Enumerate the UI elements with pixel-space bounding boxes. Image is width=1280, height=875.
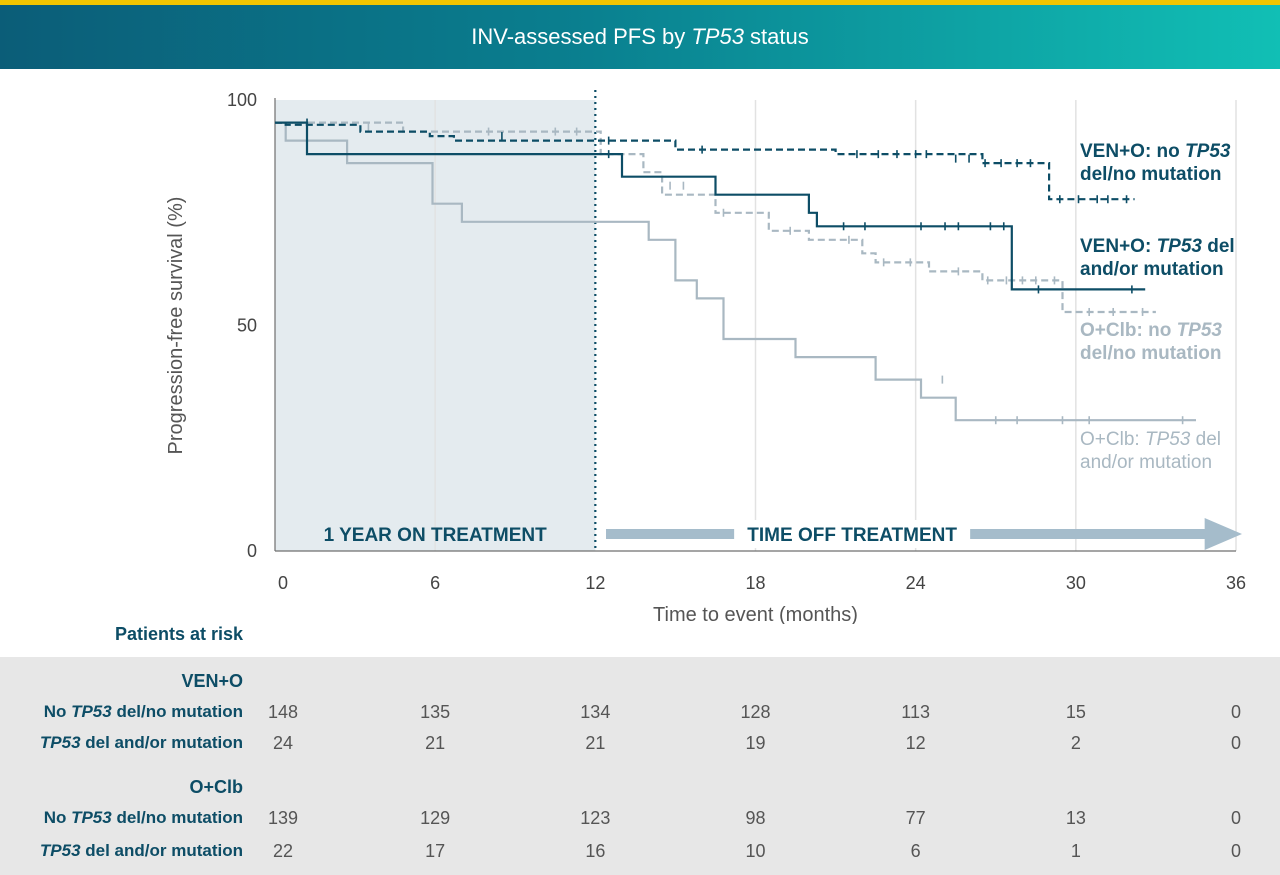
off-treatment-arrow: [606, 518, 1242, 550]
risk-count: 21: [585, 733, 606, 753]
x-tick-24: 24: [906, 573, 926, 593]
on-treatment-label: 1 YEAR ON TREATMENT: [324, 525, 547, 546]
x-tick-6: 6: [430, 573, 440, 593]
risk-count: 1: [1070, 841, 1081, 861]
x-tick-labels: 0 6 12 18 24 30 36: [278, 573, 1246, 593]
risk-count: 19: [745, 733, 766, 753]
risk-table: VEN+O No TP53 del/no mutation 148 135 134 128…: [0, 657, 1280, 875]
risk-count: 22: [272, 841, 294, 861]
risk-count: 77: [905, 808, 926, 828]
accent-rule: [0, 0, 1280, 5]
risk-count: 135: [420, 702, 451, 722]
series-label-oclb-no: O+Clb: no TP53: [1080, 320, 1222, 341]
survival-curves: [275, 118, 1196, 425]
curve-ven-no: [275, 121, 1135, 201]
series-label-line2-oclb-mut: and/or mutation: [1080, 452, 1212, 473]
y-tick-0: 0: [247, 541, 257, 561]
risk-group-label: O+Clb: [189, 777, 243, 797]
y-tick-labels: 0 50 100: [227, 90, 257, 561]
x-tick-18: 18: [745, 573, 765, 593]
risk-count: 0: [1230, 808, 1241, 828]
risk-table-heading: Patients at risk: [114, 624, 243, 644]
off-treatment-label-bg: [734, 520, 971, 548]
off-treatment-label: TIME OFF TREATMENT: [747, 525, 957, 546]
risk-row-label: No TP53 del/no mutation: [43, 808, 243, 827]
risk-count: 0: [1230, 841, 1241, 861]
risk-count: 98: [745, 808, 766, 828]
risk-count: 21: [425, 733, 446, 753]
risk-group-label: VEN+O: [181, 671, 243, 691]
risk-count: 113: [901, 702, 930, 722]
risk-count: 123: [580, 808, 611, 828]
x-tick-0: 0: [278, 573, 288, 593]
risk-count: 24: [272, 733, 294, 753]
x-tick-36: 36: [1226, 573, 1246, 593]
series-label-ven-no: VEN+O: no TP53: [1080, 141, 1231, 162]
series-label-line2-ven-no: del/no mutation: [1080, 164, 1221, 185]
series-label-ven-mut: VEN+O: TP53 del: [1080, 236, 1235, 257]
title-banner: INV-assessed PFS by TP53 status: [0, 5, 1280, 69]
x-tick-12: 12: [585, 573, 605, 593]
risk-count: 10: [745, 841, 766, 861]
risk-count: 16: [585, 841, 606, 861]
y-tick-100: 100: [227, 90, 257, 110]
risk-count: 13: [1065, 808, 1086, 828]
chart-title: INV-assessed PFS by TP53 status: [471, 24, 809, 49]
grid-lines: [434, 100, 1237, 551]
risk-count: 139: [267, 808, 299, 828]
series-label-line2-ven-mut: and/or mutation: [1080, 259, 1224, 280]
risk-count: 0: [1230, 702, 1241, 722]
series-label-line2-oclb-no: del/no mutation: [1080, 343, 1221, 364]
risk-count: 17: [425, 841, 446, 861]
risk-count: 129: [420, 808, 451, 828]
risk-count: 6: [910, 841, 921, 861]
curve-ven-mut: [275, 121, 1146, 291]
x-axis-label: Time to event (months): [653, 604, 858, 624]
risk-count: 128: [740, 702, 771, 722]
risk-count: 12: [905, 733, 926, 753]
risk-row-label: TP53 del and/or mutation: [39, 841, 243, 860]
pfs-chart: 0 50 100 0 6 12 18 24 30 36 Progression-free sur…: [165, 90, 1246, 624]
risk-row-label: No TP53 del/no mutation: [43, 702, 243, 721]
risk-count: 2: [1070, 733, 1081, 753]
risk-count: 148: [267, 702, 299, 722]
y-axis-label: Progression-free survival (%): [165, 197, 187, 455]
arrow-head: [1204, 518, 1242, 550]
risk-count: 15: [1065, 702, 1086, 722]
y-tick-50: 50: [237, 316, 257, 336]
risk-count: 134: [580, 702, 611, 722]
curve-oclb-mut: [275, 121, 1196, 422]
risk-count: 0: [1230, 733, 1241, 753]
risk-row-label: TP53 del and/or mutation: [39, 733, 243, 752]
x-tick-30: 30: [1066, 573, 1086, 593]
series-label-oclb-mut: O+Clb: TP53 del: [1080, 429, 1221, 450]
